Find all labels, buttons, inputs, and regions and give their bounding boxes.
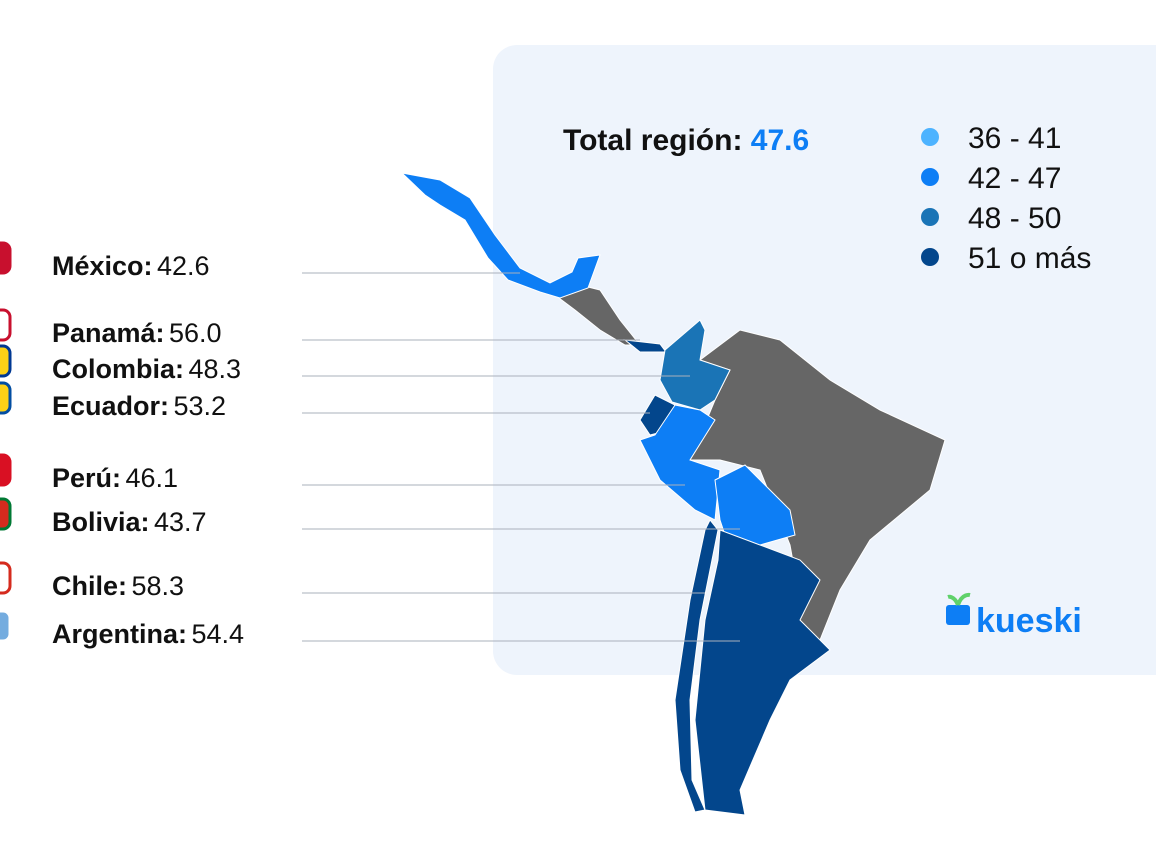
legend-label: 48 - 50 — [968, 202, 1061, 235]
colombia — [659, 319, 731, 411]
country-value: 42.6 — [157, 251, 210, 281]
country-label: Perú: 46.1 — [52, 463, 178, 493]
flag — [0, 344, 12, 378]
country-name: Perú: — [52, 463, 121, 493]
peru — [639, 404, 721, 521]
flag — [0, 308, 12, 342]
legend-dot — [921, 128, 939, 146]
country-value: 53.2 — [173, 391, 226, 421]
total-label: Total región: — [563, 124, 742, 157]
country-name: Chile: — [52, 571, 127, 601]
flag — [0, 453, 12, 487]
mexico — [400, 172, 601, 299]
logo-icon — [946, 592, 971, 625]
country-value: 46.1 — [125, 463, 178, 493]
legend-label: 51 o más — [968, 242, 1091, 275]
legend-label: 42 - 47 — [968, 162, 1061, 195]
flag — [0, 561, 12, 595]
country-name: Panamá: — [52, 318, 165, 348]
country-value: 54.4 — [191, 619, 244, 649]
country-label: Ecuador: 53.2 — [52, 391, 226, 421]
country-name: Colombia: — [52, 354, 184, 384]
flag — [0, 497, 12, 531]
argentina — [694, 529, 831, 816]
country-value: 48.3 — [188, 354, 241, 384]
logo: kueski — [976, 602, 1082, 640]
country-name: México: — [52, 251, 153, 281]
country-label: México: 42.6 — [52, 251, 210, 281]
country-label: Panamá: 56.0 — [52, 318, 222, 348]
total-value: 47.6 — [751, 124, 809, 157]
country-name: Argentina: — [52, 619, 187, 649]
panel — [493, 45, 1156, 675]
country-label: Colombia: 48.3 — [52, 354, 241, 384]
legend-label: 36 - 41 — [968, 122, 1061, 155]
legend-dot — [921, 208, 939, 226]
flag — [0, 241, 12, 275]
country-label: Bolivia: 43.7 — [52, 507, 207, 537]
legend-dot — [921, 168, 939, 186]
legend-dot — [921, 248, 939, 266]
country-value: 56.0 — [169, 318, 222, 348]
flag — [0, 381, 12, 415]
chile — [674, 519, 719, 813]
country-name: Bolivia: — [52, 507, 150, 537]
country-value: 43.7 — [154, 507, 207, 537]
country-label: Chile: 58.3 — [52, 571, 184, 601]
flag — [0, 609, 12, 643]
total: Total región: 47.6 — [563, 124, 809, 157]
country-value: 58.3 — [131, 571, 184, 601]
country-label: Argentina: 54.4 — [52, 619, 244, 649]
country-name: Ecuador: — [52, 391, 169, 421]
